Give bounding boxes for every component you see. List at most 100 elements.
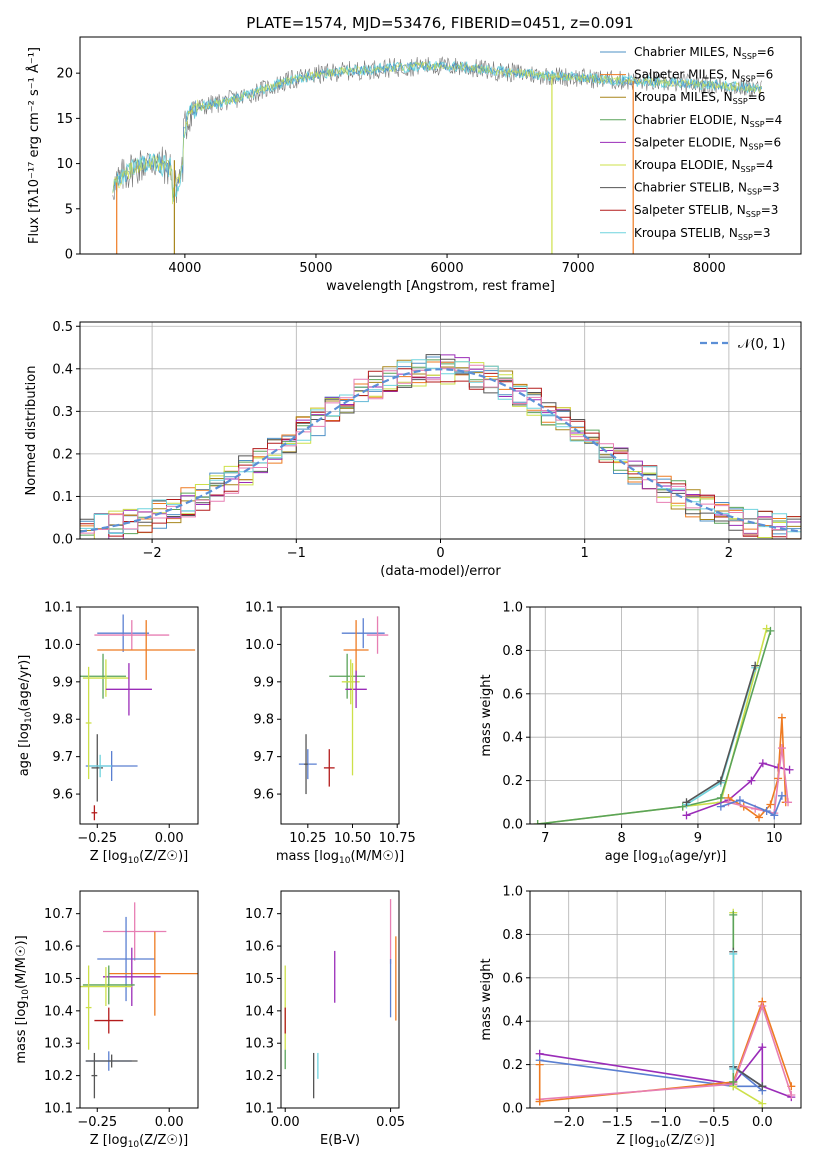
legend-label: Chabrier MILES, NSSP=6 xyxy=(634,45,774,61)
label-tail: (age/yr)] xyxy=(669,849,726,864)
x-tick-label: −0.5 xyxy=(698,1115,730,1130)
weight-series-line xyxy=(732,912,763,1105)
weight-marker xyxy=(758,1099,767,1108)
residual-histogram xyxy=(80,354,801,539)
x-tick-label: 10.50 xyxy=(334,831,371,846)
legend-label: Chabrier STELIB, NSSP=3 xyxy=(634,181,780,197)
weight-series-line xyxy=(539,1003,793,1101)
y-axis-label: mass weight xyxy=(479,674,494,756)
label-tail: (Z/Z☉)] xyxy=(139,849,188,864)
axes-frame xyxy=(79,890,199,1109)
y-tick-label: 0.8 xyxy=(502,928,523,943)
x-axis-label: Z [log10(Z/Z☉)] xyxy=(90,1133,188,1150)
x-tick-label: 0.00 xyxy=(155,1115,184,1130)
label-tail: =6 xyxy=(756,68,774,82)
mass-vs-ebv-axes: 0.00 0.05 10.1 10.2 10.3 10.4 10.5 10.6 10.7 E(B-… xyxy=(245,890,405,1148)
y-tick-label: 20 xyxy=(56,67,73,82)
label-tail: (M/M☉)] xyxy=(350,849,404,864)
subscript: SSP xyxy=(750,120,765,129)
y-tick-label: 0.4 xyxy=(502,1015,523,1030)
weight-marker xyxy=(535,1060,544,1069)
residual-histogram xyxy=(80,368,801,538)
x-tick-label: 0.05 xyxy=(376,1115,405,1130)
weight-marker xyxy=(729,949,738,958)
age-vs-Z-axes: −0.25 0.00 9.6 9.7 9.8 9.9 10.0 10.1 Z [log10(Z/… xyxy=(17,601,199,866)
legend-label: Salpeter STELIB, NSSP=3 xyxy=(634,203,778,219)
weight-marker xyxy=(682,811,691,820)
subscript: SSP xyxy=(748,142,763,151)
y-axis-label: mass weight xyxy=(479,958,494,1040)
y-tick-label: 0.2 xyxy=(502,774,523,789)
plot-area xyxy=(284,899,397,1099)
x-tick-label: −1.5 xyxy=(601,1115,633,1130)
subscript: SSP xyxy=(741,165,756,174)
x-tick-label: 6000 xyxy=(431,261,464,276)
y-tick-label: 0.2 xyxy=(502,1058,523,1073)
y-tick-label: 10.3 xyxy=(245,1037,274,1052)
residual-histogram xyxy=(80,354,801,531)
x-tick-label: 0 xyxy=(436,546,444,561)
y-tick-label: 10.7 xyxy=(245,907,274,922)
weight-marker xyxy=(777,791,786,800)
y-tick-label: 0.0 xyxy=(502,1102,523,1117)
weight-marker xyxy=(716,793,725,802)
y-tick-label: 0.0 xyxy=(502,818,523,833)
plot-area xyxy=(533,624,794,824)
weight-marker xyxy=(729,1077,738,1086)
subscript: SSP xyxy=(741,75,756,84)
y-tick-label: 5 xyxy=(65,202,73,217)
y-tick-label: 10 xyxy=(56,157,73,172)
label-tail: =4 xyxy=(756,158,774,172)
y-tick-label: 10.1 xyxy=(245,601,274,616)
y-axis-label: Normed distribution xyxy=(24,366,39,496)
plot-area xyxy=(298,616,389,795)
subscript: SSP xyxy=(747,188,762,197)
y-tick-label: 0.4 xyxy=(52,362,73,377)
label-tail: (age/yr)] xyxy=(17,655,32,712)
y-tick-label: 10.1 xyxy=(44,1102,73,1117)
label-tail: =3 xyxy=(762,181,780,195)
plot-area xyxy=(80,614,196,821)
y-tick-label: 10.3 xyxy=(44,1037,73,1052)
label-tail: (Z/Z☉)] xyxy=(139,1133,188,1148)
weight-marker xyxy=(751,661,760,670)
figure-title: PLATE=1574, MJD=53476, FIBERID=0451, z=0… xyxy=(246,14,633,32)
x-tick-label: 10.25 xyxy=(289,831,326,846)
weight-marker xyxy=(766,626,775,635)
spectrum-axes: 4000 5000 6000 7000 8000 0 5 10 15 20 wavelength [… xyxy=(26,36,802,294)
y-tick-label: 9.8 xyxy=(253,713,274,728)
weight-marker xyxy=(716,802,725,811)
y-tick-label: 10.6 xyxy=(44,940,73,955)
y-tick-label: 10.5 xyxy=(245,972,274,987)
x-tick-label: 7 xyxy=(541,831,549,846)
subscript: 10 xyxy=(21,989,31,1001)
x-tick-label: −0.25 xyxy=(77,1115,117,1130)
x-tick-label: 0.00 xyxy=(271,1115,300,1130)
x-axis-label: E(B-V) xyxy=(320,1133,360,1148)
y-tick-label: 0.5 xyxy=(52,320,73,335)
weight-marker xyxy=(755,813,764,822)
gaussian-curve xyxy=(80,368,799,533)
y-tick-label: 0.8 xyxy=(502,644,523,659)
axes-frame xyxy=(280,890,400,1109)
weight-marker xyxy=(533,820,542,824)
y-tick-label: 0.0 xyxy=(52,533,73,548)
subscript: SSP xyxy=(738,233,753,242)
x-tick-label: −2.0 xyxy=(553,1115,585,1130)
subscript: SSP xyxy=(746,210,761,219)
y-tick-label: 0 xyxy=(65,248,73,263)
y-tick-label: 0.6 xyxy=(502,687,523,702)
plot-area xyxy=(80,354,801,539)
label-tail: (M/M☉)] xyxy=(14,935,29,989)
y-tick-label: 10.6 xyxy=(245,940,274,955)
weight-marker xyxy=(766,800,775,809)
weight-series-line xyxy=(537,628,768,824)
y-tick-label: 10.5 xyxy=(44,972,73,987)
x-axis-label: age [log10(age/yr)] xyxy=(605,849,727,866)
legend-label: Kroupa STELIB, NSSP=3 xyxy=(634,226,771,242)
weight-marker xyxy=(762,806,771,815)
spectrum-line xyxy=(112,61,762,205)
x-tick-label: −1 xyxy=(287,546,306,561)
y-tick-label: 1.0 xyxy=(502,601,523,616)
